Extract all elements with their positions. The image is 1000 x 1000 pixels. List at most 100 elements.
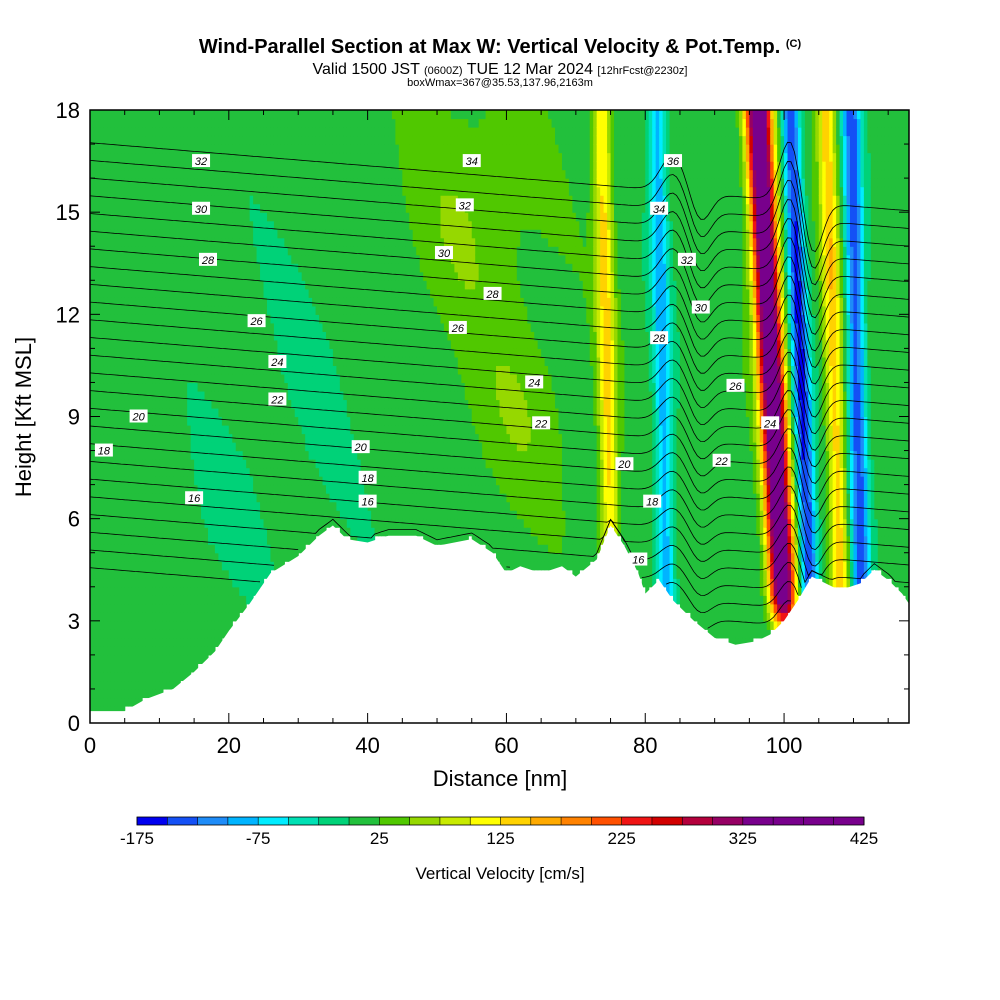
w-cell [273, 297, 278, 307]
w-cell [235, 390, 240, 401]
w-cell [159, 416, 164, 426]
w-cell [162, 178, 167, 188]
w-cell [315, 127, 320, 137]
w-cell [142, 680, 147, 690]
w-cell [145, 186, 150, 196]
w-cell [96, 646, 102, 656]
w-cell [159, 322, 164, 332]
w-cell [260, 416, 265, 426]
w-cell [346, 212, 351, 222]
w-cell [114, 339, 119, 349]
w-cell [183, 220, 188, 230]
w-cell [110, 297, 115, 307]
w-cell [235, 595, 240, 605]
w-cell [263, 493, 268, 503]
w-cell [256, 510, 261, 520]
w-cell [124, 203, 129, 213]
w-cell [180, 382, 185, 392]
w-cell [312, 254, 317, 264]
w-cell [180, 118, 185, 128]
w-cell [332, 501, 337, 511]
w-cell [159, 467, 164, 477]
w-cell [155, 595, 161, 605]
w-cell [322, 195, 327, 205]
w-cell [235, 237, 240, 247]
w-cell [152, 356, 157, 367]
w-cell [183, 271, 188, 281]
w-cell [173, 127, 178, 137]
w-cell [221, 263, 226, 273]
w-cell [301, 161, 306, 171]
w-cell [315, 416, 320, 426]
w-cell [166, 135, 171, 145]
w-cell [183, 399, 188, 409]
w-cell [263, 237, 268, 247]
w-cell [117, 314, 122, 324]
w-cell [145, 263, 150, 273]
w-cell [110, 373, 115, 384]
w-cell [107, 365, 112, 375]
w-cell [103, 322, 108, 332]
w-cell [284, 186, 289, 196]
w-cell [211, 646, 216, 656]
w-cell [253, 229, 258, 239]
w-cell [114, 118, 119, 128]
w-cell [103, 671, 108, 682]
w-cell [336, 518, 341, 528]
w-cell [90, 382, 95, 392]
w-cell [190, 271, 195, 281]
w-cell [218, 535, 223, 545]
w-cell [197, 178, 202, 188]
w-cell [173, 203, 178, 213]
w-cell [169, 161, 174, 171]
w-cell [350, 416, 355, 426]
w-cell [232, 271, 237, 281]
w-cell [173, 425, 178, 435]
w-cell [180, 195, 185, 205]
w-cell [371, 237, 376, 247]
w-cell [176, 459, 181, 469]
w-cell [128, 229, 133, 239]
w-cell [190, 314, 195, 324]
w-cell [90, 416, 95, 426]
w-cell [201, 186, 206, 196]
w-cell [207, 178, 213, 188]
w-cell [260, 484, 265, 494]
w-cell [284, 510, 289, 520]
w-cell [149, 459, 154, 469]
w-cell [218, 246, 223, 256]
w-cell [312, 390, 317, 401]
w-cell [284, 195, 289, 205]
w-cell [159, 586, 164, 596]
w-cell [190, 637, 195, 647]
w-cell [187, 382, 192, 392]
w-cell [270, 339, 275, 349]
w-cell [346, 144, 351, 154]
w-cell [114, 237, 119, 247]
w-cell [322, 152, 327, 162]
w-cell [287, 476, 292, 486]
w-cell [96, 484, 102, 494]
w-cell [194, 118, 199, 128]
w-cell [312, 535, 317, 545]
w-cell [364, 178, 369, 188]
w-cell [138, 110, 143, 120]
w-cell [371, 186, 376, 196]
w-cell [298, 271, 303, 281]
w-cell [291, 161, 296, 171]
w-cell [201, 407, 206, 418]
w-cell [204, 331, 209, 341]
w-cell [308, 365, 313, 375]
w-cell [201, 620, 206, 630]
w-cell [319, 348, 324, 358]
w-cell [225, 390, 230, 401]
w-cell [183, 339, 188, 349]
w-cell [107, 654, 112, 664]
w-cell [107, 144, 112, 154]
w-cell [155, 484, 161, 494]
w-cell [239, 331, 244, 341]
w-cell [364, 280, 369, 290]
w-cell [266, 314, 272, 324]
w-cell [367, 127, 372, 137]
w-cell [190, 433, 195, 443]
